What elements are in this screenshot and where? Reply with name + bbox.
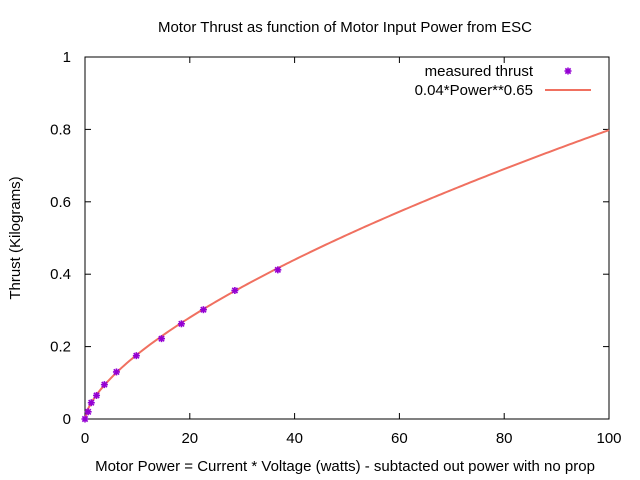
y-tick-label: 1	[63, 49, 71, 66]
x-tick-label: 40	[286, 430, 303, 447]
fit-curve-line	[84, 129, 610, 420]
x-tick-label: 100	[596, 430, 621, 447]
data-point	[84, 408, 92, 416]
data-point	[81, 415, 89, 423]
y-tick-label: 0.2	[50, 339, 71, 356]
axis-ticks	[84, 56, 610, 420]
legend-label-fit-curve: 0.04*Power**0.65	[415, 82, 533, 99]
data-point	[112, 368, 120, 376]
legend: measured thrust 0.04*Power**0.65	[415, 63, 591, 99]
data-point	[231, 286, 239, 294]
data-point	[199, 306, 207, 314]
y-tick-label: 0	[63, 411, 71, 428]
legend-point-marker	[564, 67, 572, 75]
legend-label-measured-thrust: measured thrust	[425, 63, 534, 80]
x-axis-label: Motor Power = Current * Voltage (watts) …	[95, 458, 595, 475]
legend-marker-measured-thrust	[564, 67, 572, 75]
chart-title: Motor Thrust as function of Motor Input …	[158, 19, 532, 36]
data-point	[132, 352, 140, 360]
x-tick-label: 20	[181, 430, 198, 447]
y-axis-label: Thrust (Kilograms)	[7, 176, 24, 299]
plot-frame	[84, 56, 610, 420]
y-tick-label: 0.6	[50, 194, 71, 211]
y-tick-label: 0.4	[50, 266, 71, 283]
data-point	[100, 381, 108, 389]
x-tick-label: 60	[391, 430, 408, 447]
y-tick-label: 0.8	[50, 121, 71, 138]
data-points-layer	[81, 266, 282, 423]
x-tick-label: 0	[81, 430, 89, 447]
data-point	[93, 391, 101, 399]
data-point	[158, 335, 166, 343]
data-point	[177, 320, 185, 328]
data-point	[274, 266, 282, 274]
tick-labels: 0 20 40 60 80 100 0 0.2 0.4 0.6 0.8 1	[50, 49, 621, 447]
data-point	[87, 399, 95, 407]
fit-curve-layer	[84, 129, 610, 420]
x-tick-label: 80	[496, 430, 513, 447]
